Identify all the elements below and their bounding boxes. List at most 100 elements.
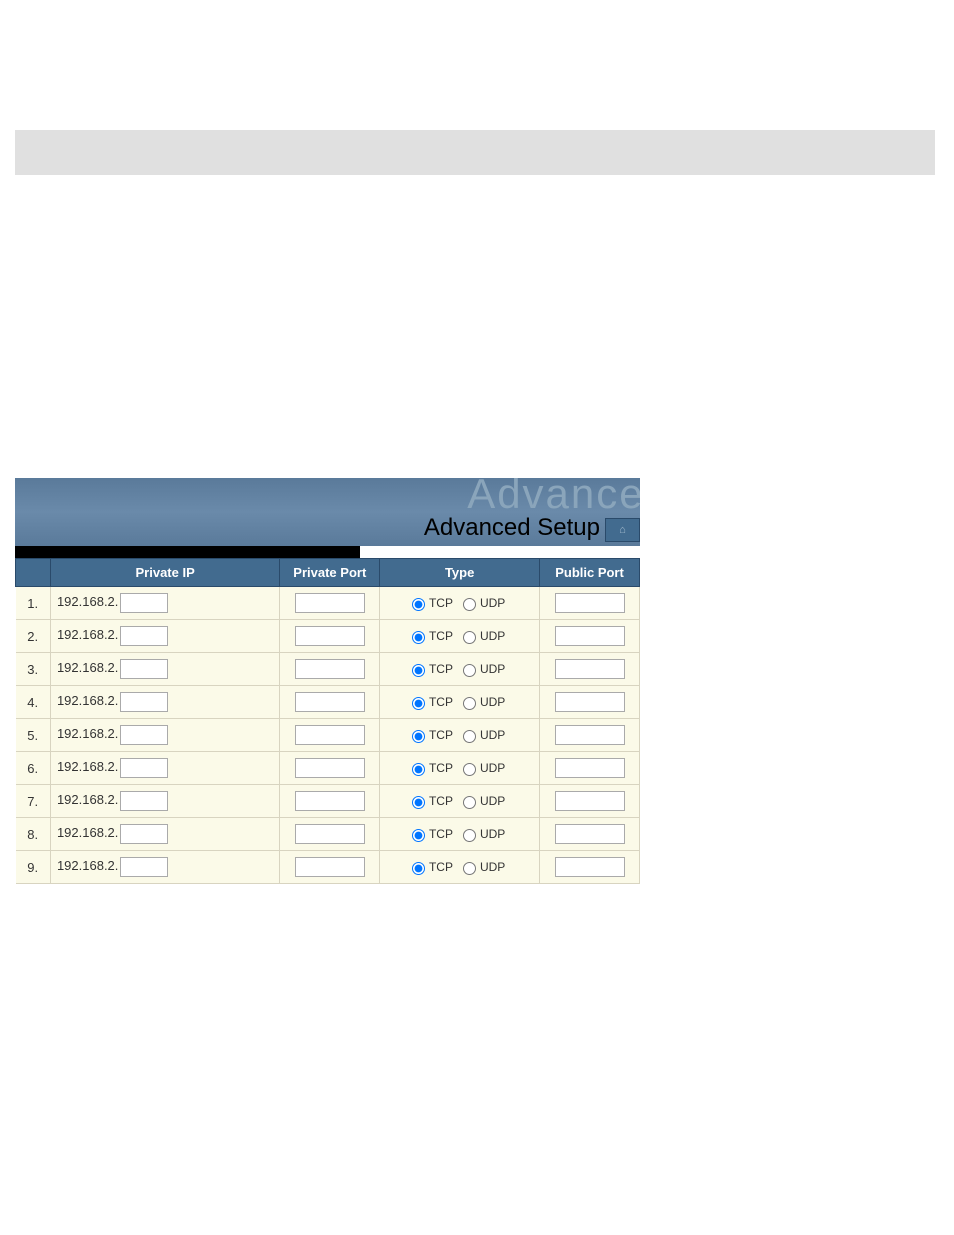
udp-radio[interactable] bbox=[463, 763, 476, 776]
row-number: 9. bbox=[16, 851, 51, 884]
public-port-input[interactable] bbox=[555, 857, 625, 877]
udp-label: UDP bbox=[480, 794, 505, 808]
private-port-input[interactable] bbox=[295, 857, 365, 877]
private-ip-input[interactable] bbox=[120, 692, 168, 712]
private-ip-input[interactable] bbox=[120, 791, 168, 811]
private-port-cell bbox=[280, 785, 380, 818]
tcp-radio[interactable] bbox=[412, 730, 425, 743]
type-cell: TCPUDP bbox=[380, 686, 540, 719]
type-cell: TCPUDP bbox=[380, 620, 540, 653]
private-ip-input[interactable] bbox=[120, 593, 168, 613]
ip-prefix: 192.168.2. bbox=[57, 858, 118, 873]
public-port-input[interactable] bbox=[555, 824, 625, 844]
header-title: Advanced Setup bbox=[424, 514, 600, 542]
col-header-num bbox=[16, 559, 51, 587]
udp-label: UDP bbox=[480, 728, 505, 742]
private-ip-input[interactable] bbox=[120, 857, 168, 877]
type-cell: TCP UDP bbox=[380, 752, 540, 785]
ip-prefix: 192.168.2. bbox=[57, 693, 118, 708]
table-row: 3.192.168.2.TCPUDP bbox=[16, 653, 640, 686]
public-port-input[interactable] bbox=[555, 659, 625, 679]
col-header-private-port: Private Port bbox=[280, 559, 380, 587]
udp-radio[interactable] bbox=[463, 730, 476, 743]
private-ip-cell: 192.168.2. bbox=[50, 686, 279, 719]
tcp-radio[interactable] bbox=[412, 631, 425, 644]
private-port-cell bbox=[280, 620, 380, 653]
udp-radio[interactable] bbox=[463, 829, 476, 842]
public-port-input[interactable] bbox=[555, 791, 625, 811]
private-ip-cell: 192.168.2. bbox=[50, 851, 279, 884]
private-ip-cell: 192.168.2. bbox=[50, 719, 279, 752]
tcp-radio[interactable] bbox=[412, 664, 425, 677]
port-forwarding-table: Private IP Private Port Type Public Port… bbox=[15, 558, 640, 884]
type-cell: TCPUDP bbox=[380, 851, 540, 884]
row-number: 7. bbox=[16, 785, 51, 818]
public-port-input[interactable] bbox=[555, 626, 625, 646]
private-ip-cell: 192.168.2. bbox=[50, 620, 279, 653]
public-port-cell bbox=[540, 686, 640, 719]
top-gray-bar bbox=[15, 130, 935, 175]
table-row: 5.192.168.2.TCPUDP bbox=[16, 719, 640, 752]
tcp-radio[interactable] bbox=[412, 796, 425, 809]
private-ip-input[interactable] bbox=[120, 725, 168, 745]
tcp-label: TCP bbox=[429, 794, 453, 808]
col-header-private-ip: Private IP bbox=[50, 559, 279, 587]
table-row: 1.192.168.2.TCPUDP bbox=[16, 587, 640, 620]
tcp-label: TCP bbox=[429, 695, 453, 709]
private-port-cell bbox=[280, 752, 380, 785]
udp-radio[interactable] bbox=[463, 697, 476, 710]
private-port-input[interactable] bbox=[295, 626, 365, 646]
private-ip-cell: 192.168.2. bbox=[50, 653, 279, 686]
private-port-cell bbox=[280, 851, 380, 884]
tcp-radio[interactable] bbox=[412, 763, 425, 776]
public-port-cell bbox=[540, 818, 640, 851]
type-cell: TCP UDP bbox=[380, 785, 540, 818]
private-port-input[interactable] bbox=[295, 659, 365, 679]
private-port-input[interactable] bbox=[295, 593, 365, 613]
private-port-cell bbox=[280, 587, 380, 620]
router-config-panel: Advanced Advanced Setup ⌂ Private IP Pri… bbox=[15, 478, 640, 884]
table-row: 9. 192.168.2. TCPUDP bbox=[16, 851, 640, 884]
private-port-input[interactable] bbox=[295, 692, 365, 712]
public-port-input[interactable] bbox=[555, 758, 625, 778]
private-ip-cell: 192.168.2. bbox=[50, 752, 279, 785]
public-port-cell bbox=[540, 851, 640, 884]
udp-radio[interactable] bbox=[463, 796, 476, 809]
private-port-cell bbox=[280, 719, 380, 752]
home-icon[interactable]: ⌂ bbox=[605, 518, 640, 542]
public-port-cell bbox=[540, 752, 640, 785]
tcp-label: TCP bbox=[429, 662, 453, 676]
type-cell: TCPUDP bbox=[380, 719, 540, 752]
udp-radio[interactable] bbox=[463, 598, 476, 611]
tcp-label: TCP bbox=[429, 761, 453, 775]
private-port-input[interactable] bbox=[295, 725, 365, 745]
ip-prefix: 192.168.2. bbox=[57, 825, 118, 840]
public-port-input[interactable] bbox=[555, 593, 625, 613]
private-port-input[interactable] bbox=[295, 791, 365, 811]
tcp-radio[interactable] bbox=[412, 598, 425, 611]
udp-radio[interactable] bbox=[463, 631, 476, 644]
private-ip-cell: 192.168.2. bbox=[50, 818, 279, 851]
public-port-input[interactable] bbox=[555, 692, 625, 712]
private-ip-input[interactable] bbox=[120, 758, 168, 778]
home-icon-glyph: ⌂ bbox=[619, 524, 626, 536]
private-port-input[interactable] bbox=[295, 824, 365, 844]
udp-label: UDP bbox=[480, 761, 505, 775]
udp-radio[interactable] bbox=[463, 862, 476, 875]
private-port-input[interactable] bbox=[295, 758, 365, 778]
tcp-radio[interactable] bbox=[412, 829, 425, 842]
private-port-cell bbox=[280, 653, 380, 686]
private-ip-input[interactable] bbox=[120, 659, 168, 679]
table-row: 8.192.168.2.TCPUDP bbox=[16, 818, 640, 851]
tcp-radio[interactable] bbox=[412, 862, 425, 875]
private-ip-input[interactable] bbox=[120, 824, 168, 844]
public-port-input[interactable] bbox=[555, 725, 625, 745]
type-cell: TCPUDP bbox=[380, 587, 540, 620]
udp-label: UDP bbox=[480, 629, 505, 643]
public-port-cell bbox=[540, 785, 640, 818]
header-watermark: Advanced bbox=[467, 478, 640, 518]
type-cell: TCPUDP bbox=[380, 653, 540, 686]
udp-radio[interactable] bbox=[463, 664, 476, 677]
private-ip-input[interactable] bbox=[120, 626, 168, 646]
tcp-radio[interactable] bbox=[412, 697, 425, 710]
